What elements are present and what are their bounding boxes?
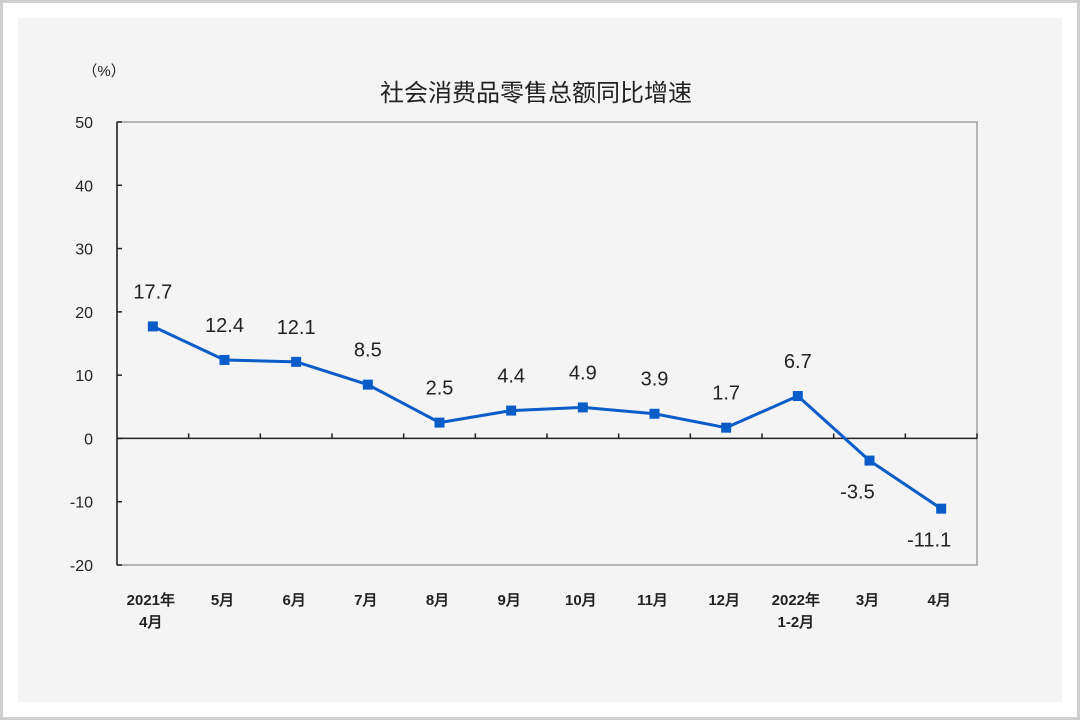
data-label: 12.4 — [205, 315, 244, 337]
x-tick-label: 2022年 — [772, 591, 820, 609]
x-tick-label: 6月 — [282, 592, 305, 609]
data-label: 4.4 — [497, 366, 525, 388]
y-tick-label: 0 — [84, 431, 93, 448]
data-point-marker — [577, 402, 588, 413]
data-label: 6.7 — [784, 351, 812, 373]
data-label: -11.1 — [907, 530, 951, 552]
y-tick-label: 50 — [75, 115, 93, 132]
chart-title: 社会消费品零售总额同比增速 — [380, 80, 692, 107]
y-tick-label: -10 — [70, 495, 93, 512]
x-tick-label: 1-2月 — [777, 614, 814, 631]
data-label: 4.9 — [569, 362, 597, 384]
y-tick-label: 10 — [75, 368, 93, 385]
data-label: 17.7 — [133, 281, 172, 303]
data-label: 8.5 — [354, 340, 382, 362]
data-point-marker — [649, 408, 660, 419]
x-tick-label: 5月 — [211, 592, 234, 609]
data-label: 3.9 — [641, 369, 669, 391]
y-tick-label: 20 — [75, 305, 93, 322]
data-point-marker — [434, 417, 445, 428]
y-axis-unit-label: （%） — [82, 63, 125, 80]
data-point-marker — [362, 379, 373, 390]
y-tick-label: 30 — [75, 242, 93, 259]
y-tick-label: 40 — [75, 178, 93, 195]
x-tick-label: 2021年 — [127, 591, 175, 609]
data-point-marker — [506, 405, 517, 416]
x-tick-label: 9月 — [497, 592, 520, 609]
x-tick-label: 4月 — [139, 614, 162, 631]
data-point-marker — [864, 455, 875, 466]
data-point-marker — [219, 354, 230, 365]
x-tick-label: 10月 — [565, 592, 597, 609]
x-tick-label: 8月 — [426, 592, 449, 609]
series-line — [152, 325, 943, 510]
data-label: 12.1 — [277, 317, 316, 339]
data-label: 1.7 — [712, 383, 740, 405]
chart-panel — [18, 18, 1062, 702]
data-point-marker — [792, 391, 803, 402]
data-point-marker — [721, 422, 732, 433]
data-point-marker — [147, 321, 158, 332]
x-tick-label: 12月 — [708, 592, 740, 609]
x-tick-label: 4月 — [927, 592, 950, 609]
data-point-marker — [291, 356, 302, 367]
data-label: 2.5 — [426, 378, 454, 400]
x-tick-label: 11月 — [637, 592, 668, 609]
x-tick-label: 7月 — [354, 592, 377, 609]
data-point-marker — [936, 503, 947, 514]
data-label: -3.5 — [840, 482, 874, 504]
x-tick-label: 3月 — [856, 592, 879, 609]
y-tick-label: -20 — [70, 558, 93, 575]
